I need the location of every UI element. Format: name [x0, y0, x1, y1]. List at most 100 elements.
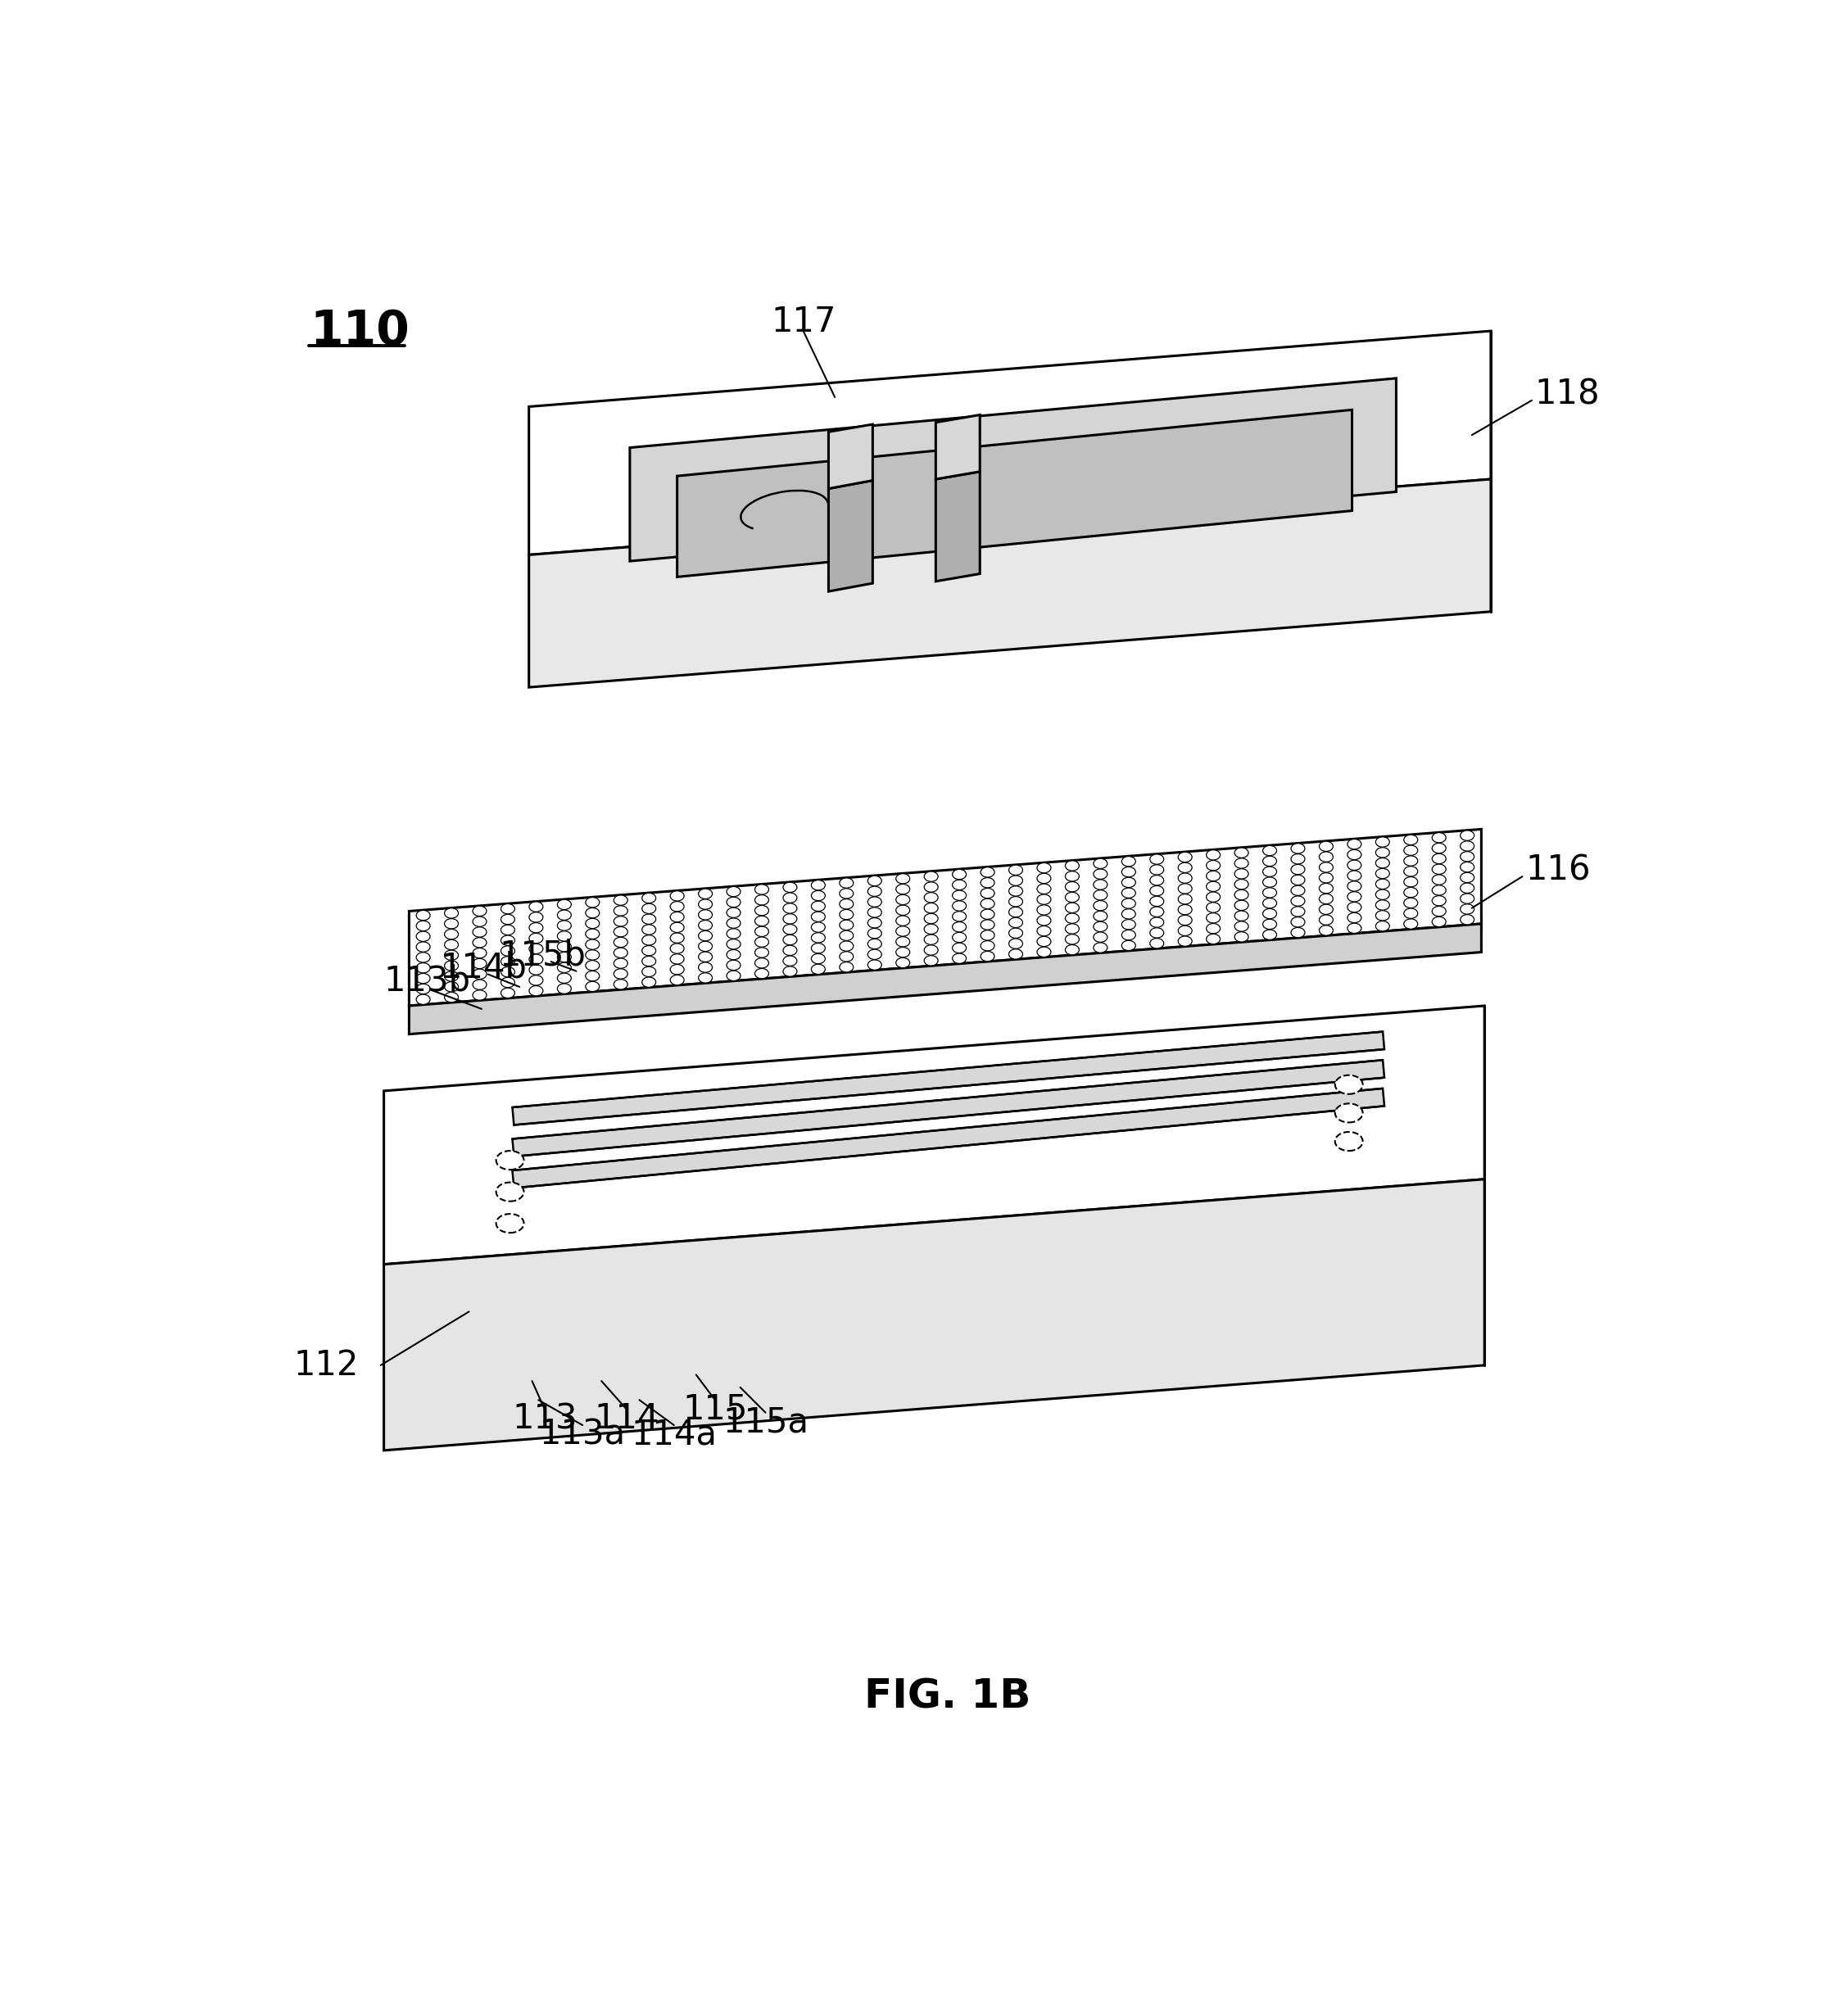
Text: 113: 113 [512, 1401, 577, 1435]
Ellipse shape [896, 874, 909, 884]
Ellipse shape [1292, 896, 1305, 906]
Ellipse shape [896, 936, 909, 946]
Ellipse shape [981, 930, 994, 940]
Ellipse shape [641, 924, 656, 934]
Ellipse shape [1094, 868, 1107, 878]
Ellipse shape [614, 958, 628, 968]
Text: 112: 112 [294, 1347, 359, 1383]
Ellipse shape [1207, 850, 1220, 860]
Ellipse shape [445, 950, 458, 960]
Text: 113b: 113b [384, 964, 471, 998]
Ellipse shape [558, 900, 571, 910]
Ellipse shape [416, 994, 431, 1004]
Ellipse shape [1460, 882, 1475, 892]
Ellipse shape [1037, 926, 1052, 936]
Ellipse shape [811, 890, 826, 900]
Ellipse shape [586, 982, 599, 992]
Ellipse shape [869, 938, 881, 948]
Polygon shape [630, 379, 1397, 561]
Polygon shape [828, 481, 872, 591]
Ellipse shape [811, 912, 826, 922]
Ellipse shape [529, 944, 543, 954]
Ellipse shape [1149, 938, 1164, 948]
Ellipse shape [924, 924, 939, 934]
Ellipse shape [529, 986, 543, 996]
Ellipse shape [981, 898, 994, 908]
Ellipse shape [1064, 882, 1079, 892]
Ellipse shape [1460, 872, 1475, 882]
Ellipse shape [869, 876, 881, 886]
Ellipse shape [754, 906, 769, 916]
Ellipse shape [1094, 922, 1107, 932]
Ellipse shape [839, 940, 854, 952]
Ellipse shape [1207, 912, 1220, 922]
Ellipse shape [952, 900, 967, 910]
Ellipse shape [1292, 874, 1305, 884]
Ellipse shape [1207, 870, 1220, 880]
Ellipse shape [1432, 854, 1445, 864]
Ellipse shape [671, 974, 684, 986]
Text: 116: 116 [1525, 852, 1591, 888]
Ellipse shape [726, 928, 741, 938]
Ellipse shape [1149, 854, 1164, 864]
Ellipse shape [1149, 864, 1164, 874]
Ellipse shape [896, 948, 909, 958]
Ellipse shape [1262, 898, 1277, 908]
Ellipse shape [1404, 918, 1417, 928]
Ellipse shape [641, 978, 656, 988]
Ellipse shape [869, 960, 881, 970]
Ellipse shape [529, 976, 543, 986]
Ellipse shape [1207, 924, 1220, 934]
Ellipse shape [1122, 866, 1135, 876]
Ellipse shape [473, 926, 486, 936]
Ellipse shape [811, 944, 826, 954]
Ellipse shape [1179, 904, 1192, 914]
Ellipse shape [811, 922, 826, 932]
Ellipse shape [1262, 908, 1277, 918]
Ellipse shape [896, 894, 909, 904]
Ellipse shape [1262, 846, 1277, 856]
Ellipse shape [1064, 860, 1079, 870]
Ellipse shape [1179, 914, 1192, 926]
Ellipse shape [981, 910, 994, 920]
Ellipse shape [1094, 942, 1107, 952]
Ellipse shape [1037, 916, 1052, 926]
Ellipse shape [726, 908, 741, 918]
Ellipse shape [1262, 918, 1277, 930]
Ellipse shape [1179, 894, 1192, 904]
Ellipse shape [1460, 840, 1475, 850]
Ellipse shape [1319, 872, 1332, 882]
Ellipse shape [641, 966, 656, 976]
Ellipse shape [1009, 906, 1022, 916]
Ellipse shape [1347, 850, 1362, 860]
Ellipse shape [1319, 914, 1332, 924]
Ellipse shape [1404, 844, 1417, 856]
Ellipse shape [1460, 852, 1475, 862]
Ellipse shape [952, 870, 967, 880]
Ellipse shape [896, 904, 909, 916]
Ellipse shape [501, 956, 516, 966]
Ellipse shape [1432, 864, 1445, 874]
Ellipse shape [445, 982, 458, 992]
Ellipse shape [501, 924, 516, 934]
Ellipse shape [473, 968, 486, 980]
Ellipse shape [1009, 876, 1022, 886]
Ellipse shape [416, 974, 431, 984]
Ellipse shape [529, 902, 543, 912]
Ellipse shape [1432, 896, 1445, 906]
Ellipse shape [952, 922, 967, 932]
Polygon shape [828, 425, 872, 489]
Ellipse shape [1347, 924, 1362, 934]
Ellipse shape [671, 912, 684, 922]
Ellipse shape [445, 992, 458, 1002]
Ellipse shape [558, 974, 571, 984]
Ellipse shape [1432, 906, 1445, 916]
Ellipse shape [1404, 856, 1417, 866]
Ellipse shape [1460, 914, 1475, 924]
Ellipse shape [754, 916, 769, 926]
Polygon shape [529, 331, 1491, 555]
Ellipse shape [1375, 858, 1390, 868]
Ellipse shape [445, 972, 458, 982]
Ellipse shape [896, 958, 909, 968]
Ellipse shape [1319, 894, 1332, 904]
